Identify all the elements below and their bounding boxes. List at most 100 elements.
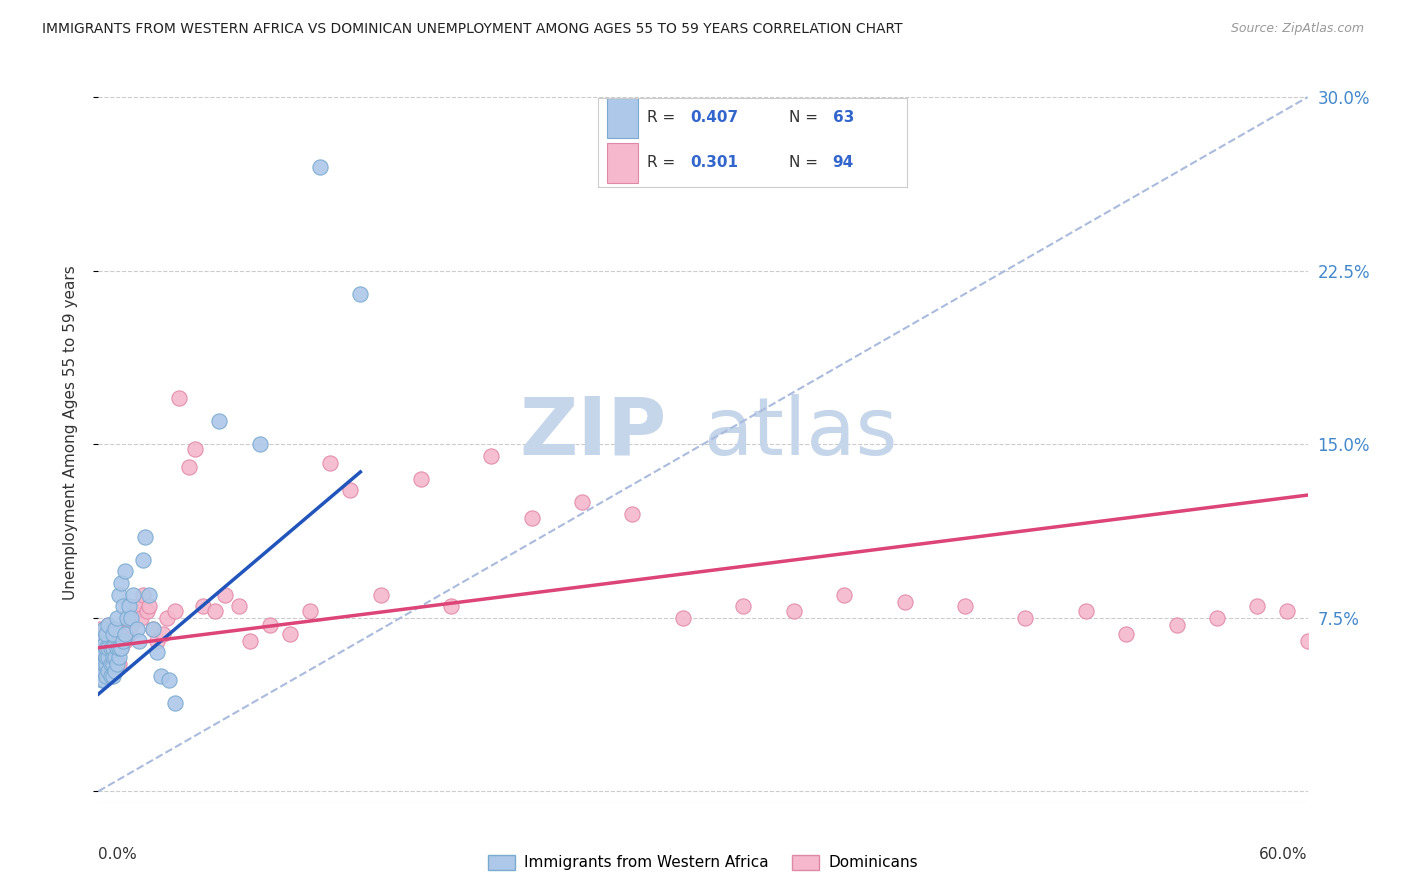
Point bbox=[832, 588, 855, 602]
Point bbox=[204, 604, 226, 618]
Point bbox=[91, 633, 114, 648]
Point bbox=[101, 627, 124, 641]
Point bbox=[100, 668, 122, 682]
Point bbox=[128, 633, 150, 648]
Point bbox=[91, 645, 114, 659]
Point bbox=[163, 604, 186, 618]
Point bbox=[97, 640, 120, 655]
Point bbox=[107, 650, 129, 665]
Point bbox=[1074, 604, 1097, 618]
Point bbox=[96, 668, 118, 682]
Point bbox=[97, 617, 120, 632]
Point bbox=[1333, 627, 1355, 641]
Point bbox=[96, 645, 118, 659]
Point bbox=[96, 640, 118, 655]
Point bbox=[135, 604, 157, 618]
Point bbox=[142, 622, 165, 636]
Point bbox=[163, 696, 186, 710]
Point bbox=[120, 611, 142, 625]
Point bbox=[370, 588, 392, 602]
Point bbox=[249, 437, 271, 451]
Point bbox=[93, 673, 115, 688]
Point bbox=[118, 599, 141, 614]
Point bbox=[91, 657, 114, 671]
Point bbox=[132, 553, 155, 567]
Point bbox=[103, 664, 125, 678]
Point bbox=[132, 588, 155, 602]
Point bbox=[107, 657, 129, 671]
Point bbox=[1206, 611, 1229, 625]
Point bbox=[149, 668, 172, 682]
Point bbox=[228, 599, 250, 614]
Point bbox=[571, 495, 593, 509]
Text: 0.407: 0.407 bbox=[690, 111, 738, 125]
Point bbox=[89, 650, 111, 665]
Point bbox=[89, 640, 111, 655]
Point bbox=[193, 599, 215, 614]
Text: R =: R = bbox=[647, 111, 681, 125]
Point bbox=[105, 611, 128, 625]
Point bbox=[259, 617, 281, 632]
Point bbox=[152, 627, 174, 641]
Point bbox=[96, 627, 118, 641]
Point bbox=[1246, 599, 1268, 614]
Text: N =: N = bbox=[789, 111, 823, 125]
Point bbox=[100, 633, 122, 648]
Point bbox=[179, 460, 201, 475]
Legend: Immigrants from Western Africa, Dominicans: Immigrants from Western Africa, Dominica… bbox=[482, 848, 924, 877]
Point bbox=[1115, 627, 1137, 641]
Point bbox=[1353, 617, 1375, 632]
Y-axis label: Unemployment Among Ages 55 to 59 years: Unemployment Among Ages 55 to 59 years bbox=[63, 265, 77, 600]
Point bbox=[110, 576, 132, 591]
Point bbox=[121, 588, 143, 602]
Point bbox=[97, 640, 120, 655]
Point bbox=[96, 664, 118, 678]
Point bbox=[1402, 483, 1406, 498]
Point bbox=[1372, 617, 1395, 632]
Point bbox=[101, 668, 124, 682]
Point bbox=[97, 617, 120, 632]
Point bbox=[349, 286, 371, 301]
Point bbox=[97, 650, 120, 665]
Point bbox=[89, 640, 111, 655]
Point bbox=[100, 657, 122, 671]
Point bbox=[621, 507, 644, 521]
Point bbox=[111, 599, 134, 614]
Point bbox=[114, 565, 136, 579]
Point bbox=[105, 640, 128, 655]
Point bbox=[125, 599, 148, 614]
Point bbox=[1398, 611, 1406, 625]
Point bbox=[111, 622, 134, 636]
Point bbox=[783, 604, 806, 618]
Point bbox=[96, 627, 118, 641]
Text: 94: 94 bbox=[832, 155, 853, 169]
Point bbox=[91, 627, 114, 641]
Point bbox=[1376, 627, 1399, 641]
Point bbox=[146, 645, 169, 659]
Point bbox=[1367, 507, 1389, 521]
Point bbox=[96, 657, 118, 671]
Point bbox=[1277, 604, 1299, 618]
Point bbox=[103, 645, 125, 659]
Point bbox=[100, 657, 122, 671]
Point bbox=[93, 664, 115, 678]
Point bbox=[114, 627, 136, 641]
Point bbox=[103, 622, 125, 636]
Point bbox=[893, 594, 915, 608]
Point bbox=[101, 650, 124, 665]
Point bbox=[89, 657, 111, 671]
Point bbox=[101, 657, 124, 671]
Point bbox=[481, 449, 503, 463]
Point bbox=[138, 588, 160, 602]
Point bbox=[129, 611, 152, 625]
Point bbox=[953, 599, 976, 614]
Point bbox=[91, 664, 114, 678]
Point bbox=[118, 627, 141, 641]
Point bbox=[339, 483, 361, 498]
Point bbox=[103, 650, 125, 665]
Point bbox=[97, 657, 120, 671]
Point bbox=[96, 650, 118, 665]
Text: 0.0%: 0.0% bbox=[98, 847, 138, 863]
Point bbox=[115, 611, 138, 625]
Bar bbox=[607, 143, 638, 183]
